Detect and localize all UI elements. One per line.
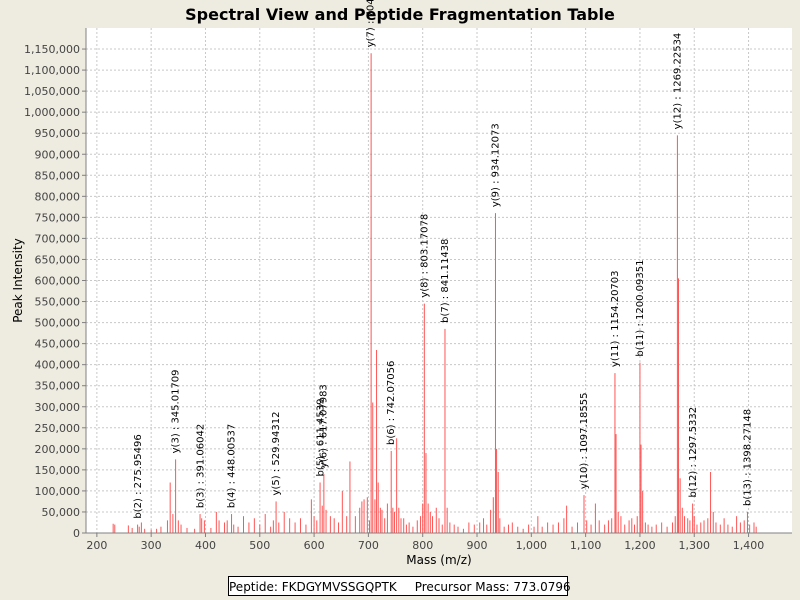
y-tick-label: 600,000	[35, 275, 81, 288]
y-tick-label: 350,000	[35, 380, 81, 393]
y-tick-label: 1,000,000	[24, 106, 80, 119]
y-tick-label: 250,000	[35, 422, 81, 435]
fragment-label: y(3) : 345.01709	[171, 369, 182, 453]
x-tick-label: 200	[86, 539, 107, 552]
y-tick-label: 100,000	[35, 485, 81, 498]
fragment-label: y(7) : 704.00385	[366, 0, 377, 47]
fragment-label: y(9) : 934.12073	[491, 123, 502, 207]
peak-bars	[112, 53, 757, 533]
y-tick-label: 650,000	[35, 253, 81, 266]
fragment-labels: b(2) : 275.95496 y(3) : 345.01709 b(3) : 3…	[133, 0, 754, 519]
x-tick-label: 1,100	[570, 539, 602, 552]
y-tick-label: 1,050,000	[24, 85, 80, 98]
precursor-mass-label: Precursor Mass: 773.0796	[414, 580, 571, 594]
y-tick-label: 800,000	[35, 190, 81, 203]
y-tick-label: 50,000	[42, 506, 81, 519]
y-axis-label: Peak Intensity	[11, 238, 25, 323]
fragment-label: b(12) : 1297.5332	[688, 407, 699, 498]
fragment-label: b(3) : 391.06042	[196, 424, 207, 508]
y-tick-label: 750,000	[35, 211, 81, 224]
y-tick-label: 700,000	[35, 232, 81, 245]
axis-ticks: 0 50,000 100,000 150,000 200,000 250,000 300,0…	[24, 43, 764, 552]
x-tick-label: 300	[141, 539, 162, 552]
y-tick-label: 300,000	[35, 401, 81, 414]
x-tick-label: 900	[467, 539, 488, 552]
x-tick-label: 500	[249, 539, 270, 552]
y-tick-label: 450,000	[35, 338, 81, 351]
x-tick-label: 1,400	[733, 539, 765, 552]
x-tick-label: 800	[412, 539, 433, 552]
y-tick-label: 150,000	[35, 464, 81, 477]
grid-lines	[86, 28, 792, 533]
x-tick-label: 1,300	[678, 539, 710, 552]
fragment-label: b(13) : 1398.27148	[743, 409, 754, 506]
fragment-label: b(4) : 448.00537	[227, 424, 238, 508]
fragment-label: y(10) : 1097.18555	[579, 393, 590, 490]
x-tick-label: 700	[358, 539, 379, 552]
y-tick-label: 1,100,000	[24, 64, 80, 77]
fragment-label: y(6) : 617.07983	[318, 384, 329, 468]
fragment-label: y(11) : 1154.20703	[610, 270, 621, 367]
y-tick-label: 550,000	[35, 296, 81, 309]
y-tick-label: 850,000	[35, 169, 81, 182]
fragment-label: b(11) : 1200.09351	[635, 260, 646, 357]
x-tick-label: 1,200	[624, 539, 656, 552]
y-tick-label: 0	[73, 527, 80, 540]
y-tick-label: 500,000	[35, 317, 81, 330]
peptide-info-box: Peptide: FKDGYMVSSGQPTK Precursor Mass: 7…	[228, 576, 571, 596]
y-tick-label: 1,150,000	[24, 43, 80, 56]
x-tick-label: 600	[304, 539, 325, 552]
fragment-label: b(6) : 742.07056	[386, 361, 397, 445]
x-axis-label: Mass (m/z)	[406, 553, 471, 567]
y-tick-label: 900,000	[35, 148, 81, 161]
fragment-label: b(5) : 611.4539	[315, 399, 326, 477]
fragment-label: y(5) : 529.94312	[271, 412, 282, 496]
fragment-label: b(7) : 841.11438	[440, 239, 451, 323]
y-tick-label: 200,000	[35, 443, 81, 456]
fragment-label: b(2) : 275.95496	[133, 434, 144, 518]
y-tick-label: 400,000	[35, 359, 81, 372]
chart-title: Spectral View and Peptide Fragmentation …	[185, 5, 615, 24]
fragment-label: y(12) : 1269.22534	[673, 33, 684, 130]
x-tick-label: 400	[195, 539, 216, 552]
fragment-label: y(8) : 803.17078	[419, 214, 430, 298]
spectrum-chart-svg: Spectral View and Peptide Fragmentation …	[11, 0, 792, 567]
x-tick-label: 1,000	[516, 539, 548, 552]
peptide-label: Peptide: FKDGYMVSSGQPTK	[229, 580, 397, 594]
y-tick-label: 950,000	[35, 127, 81, 140]
